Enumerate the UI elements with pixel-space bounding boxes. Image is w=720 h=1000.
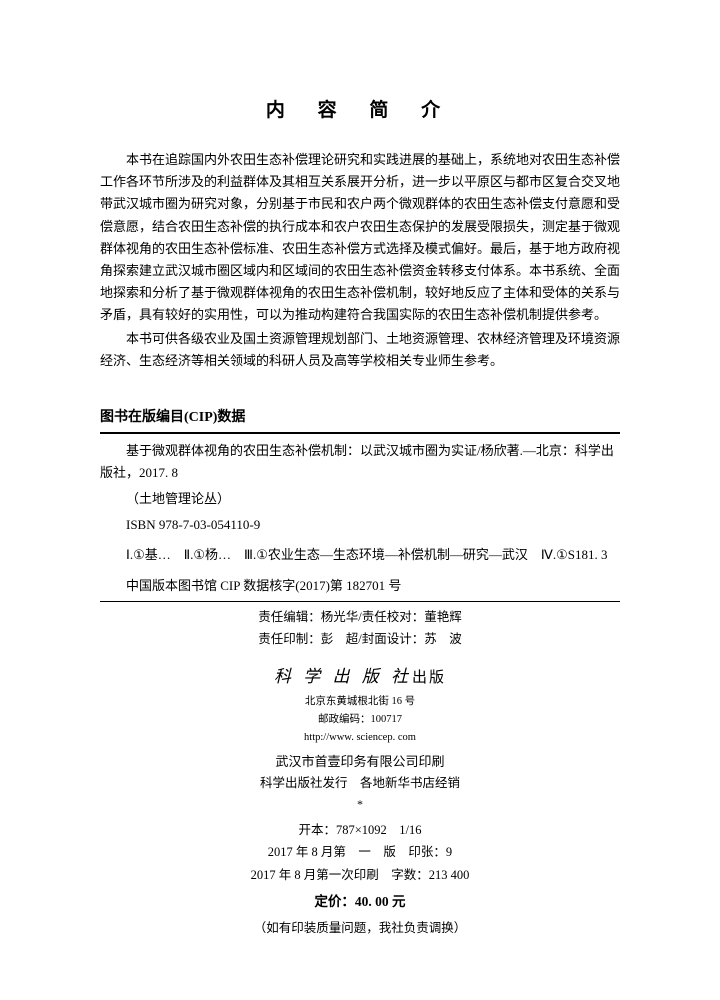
summary-paragraph-2: 本书可供各级农业及国土资源管理规划部门、土地资源管理、农林经济管理及环境资源经济… (100, 328, 620, 372)
summary-paragraph-1: 本书在追踪国内外农田生态补偿理论研究和实践进展的基础上，系统地对农田生态补偿工作… (100, 149, 620, 326)
publisher-printer: 武汉市首壹印务有限公司印刷 (100, 751, 620, 773)
cip-classification: Ⅰ.①基… Ⅱ.①杨… Ⅲ.①农业生态—生态环境—补偿机制—研究—武汉 Ⅳ.①S… (100, 544, 620, 566)
publisher-name: 科 学 出 版 社出版 (100, 663, 620, 692)
credits-block: 责任编辑：杨光华/责任校对：董艳辉 责任印制：彭 超/封面设计：苏 波 (100, 606, 620, 651)
print-edition: 2017 年 8 月第 一 版 印张：9 (100, 841, 620, 864)
publisher-distribution: 科学出版社发行 各地新华书店经销 (100, 773, 620, 794)
cip-body: 基于微观群体视角的农田生态补偿机制：以武汉城市圈为实证/杨欣著.—北京：科学出版… (100, 440, 620, 597)
section-title: 内 容 简 介 (100, 95, 620, 127)
cip-number: 中国版本图书馆 CIP 数据核字(2017)第 182701 号 (100, 575, 620, 597)
cip-heading: 图书在版编目(CIP)数据 (100, 406, 620, 430)
print-format: 开本：787×1092 1/16 (100, 819, 620, 842)
cip-isbn: ISBN 978-7-03-054110-9 (100, 514, 620, 536)
publisher-postal: 邮政编码：100717 (100, 711, 620, 729)
summary-block: 本书在追踪国内外农田生态补偿理论研究和实践进展的基础上，系统地对农田生态补偿工作… (100, 149, 620, 372)
print-price: 定价：40. 00 元 (100, 890, 620, 914)
credits-editors: 责任编辑：杨光华/责任校对：董艳辉 (100, 606, 620, 629)
print-note: （如有印装质量问题，我社负责调换） (100, 917, 620, 940)
divider (100, 432, 620, 434)
divider (100, 601, 620, 602)
publisher-url: http://www. sciencep. com (100, 729, 620, 747)
publisher-block: 科 学 出 版 社出版 北京东黄城根北街 16 号 邮政编码：100717 ht… (100, 663, 620, 815)
print-impression: 2017 年 8 月第一次印刷 字数：213 400 (100, 864, 620, 887)
credits-print: 责任印制：彭 超/封面设计：苏 波 (100, 628, 620, 651)
cip-title-line: 基于微观群体视角的农田生态补偿机制：以武汉城市圈为实证/杨欣著.—北京：科学出版… (100, 440, 620, 484)
star-divider: * (100, 794, 620, 814)
print-info-block: 开本：787×1092 1/16 2017 年 8 月第 一 版 印张：9 20… (100, 819, 620, 939)
cip-series: （土地管理论丛） (100, 488, 620, 510)
publisher-address: 北京东黄城根北街 16 号 (100, 693, 620, 711)
